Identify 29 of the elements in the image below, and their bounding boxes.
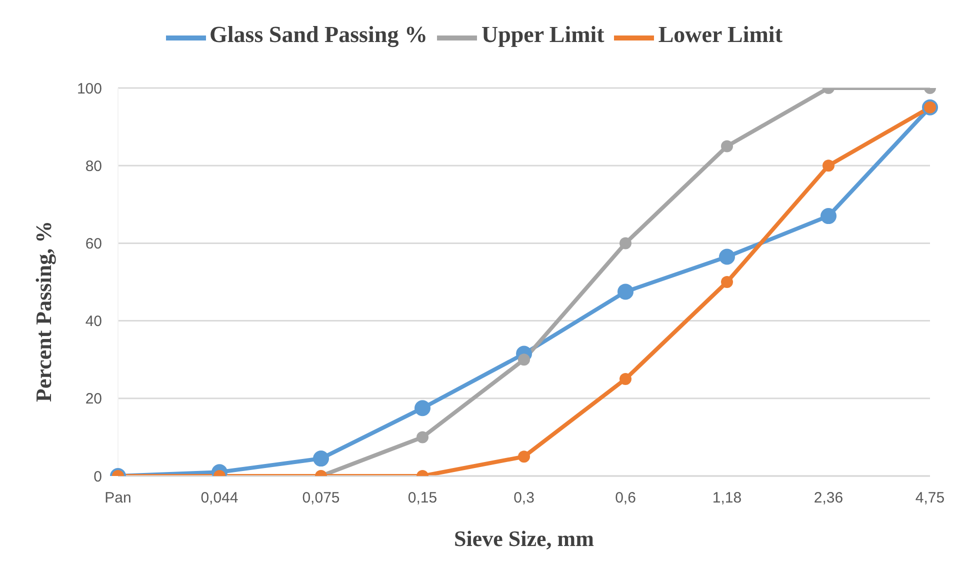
y-tick-label: 0 [94,468,102,486]
x-tick-label: 4,75 [915,490,945,507]
y-tick-label: 40 [85,313,102,330]
point [820,208,836,224]
x-tick-label: 0,3 [514,490,534,507]
point [620,237,632,250]
x-tick-label: 2,36 [814,490,844,507]
y-tick-label: 20 [85,390,102,408]
legend-label: Lower Limit [658,22,782,48]
x-tick-label: 0,15 [408,490,438,507]
point [721,140,733,152]
x-tick-label: Pan [104,490,132,507]
y-tick-label: 80 [85,158,102,175]
x-tick-label: 0,044 [200,490,238,507]
y-axis-title: Percent Passing, % [30,220,56,402]
point [719,248,735,265]
x-tick-label: 0,075 [302,490,340,507]
x-axis-title: Sieve Size, mm [454,526,594,551]
y-tick-label: 60 [85,236,102,253]
x-tick-label: 1,18 [712,490,742,507]
legend-label: Upper Limit [481,22,604,48]
point [620,373,632,385]
point [618,284,634,300]
point [721,276,733,288]
x-tick-label: 0,6 [615,490,636,507]
legend-label: Glass Sand Passing % [210,22,428,48]
point [518,354,530,366]
point [822,160,834,172]
y-tick-label: 100 [76,80,102,98]
